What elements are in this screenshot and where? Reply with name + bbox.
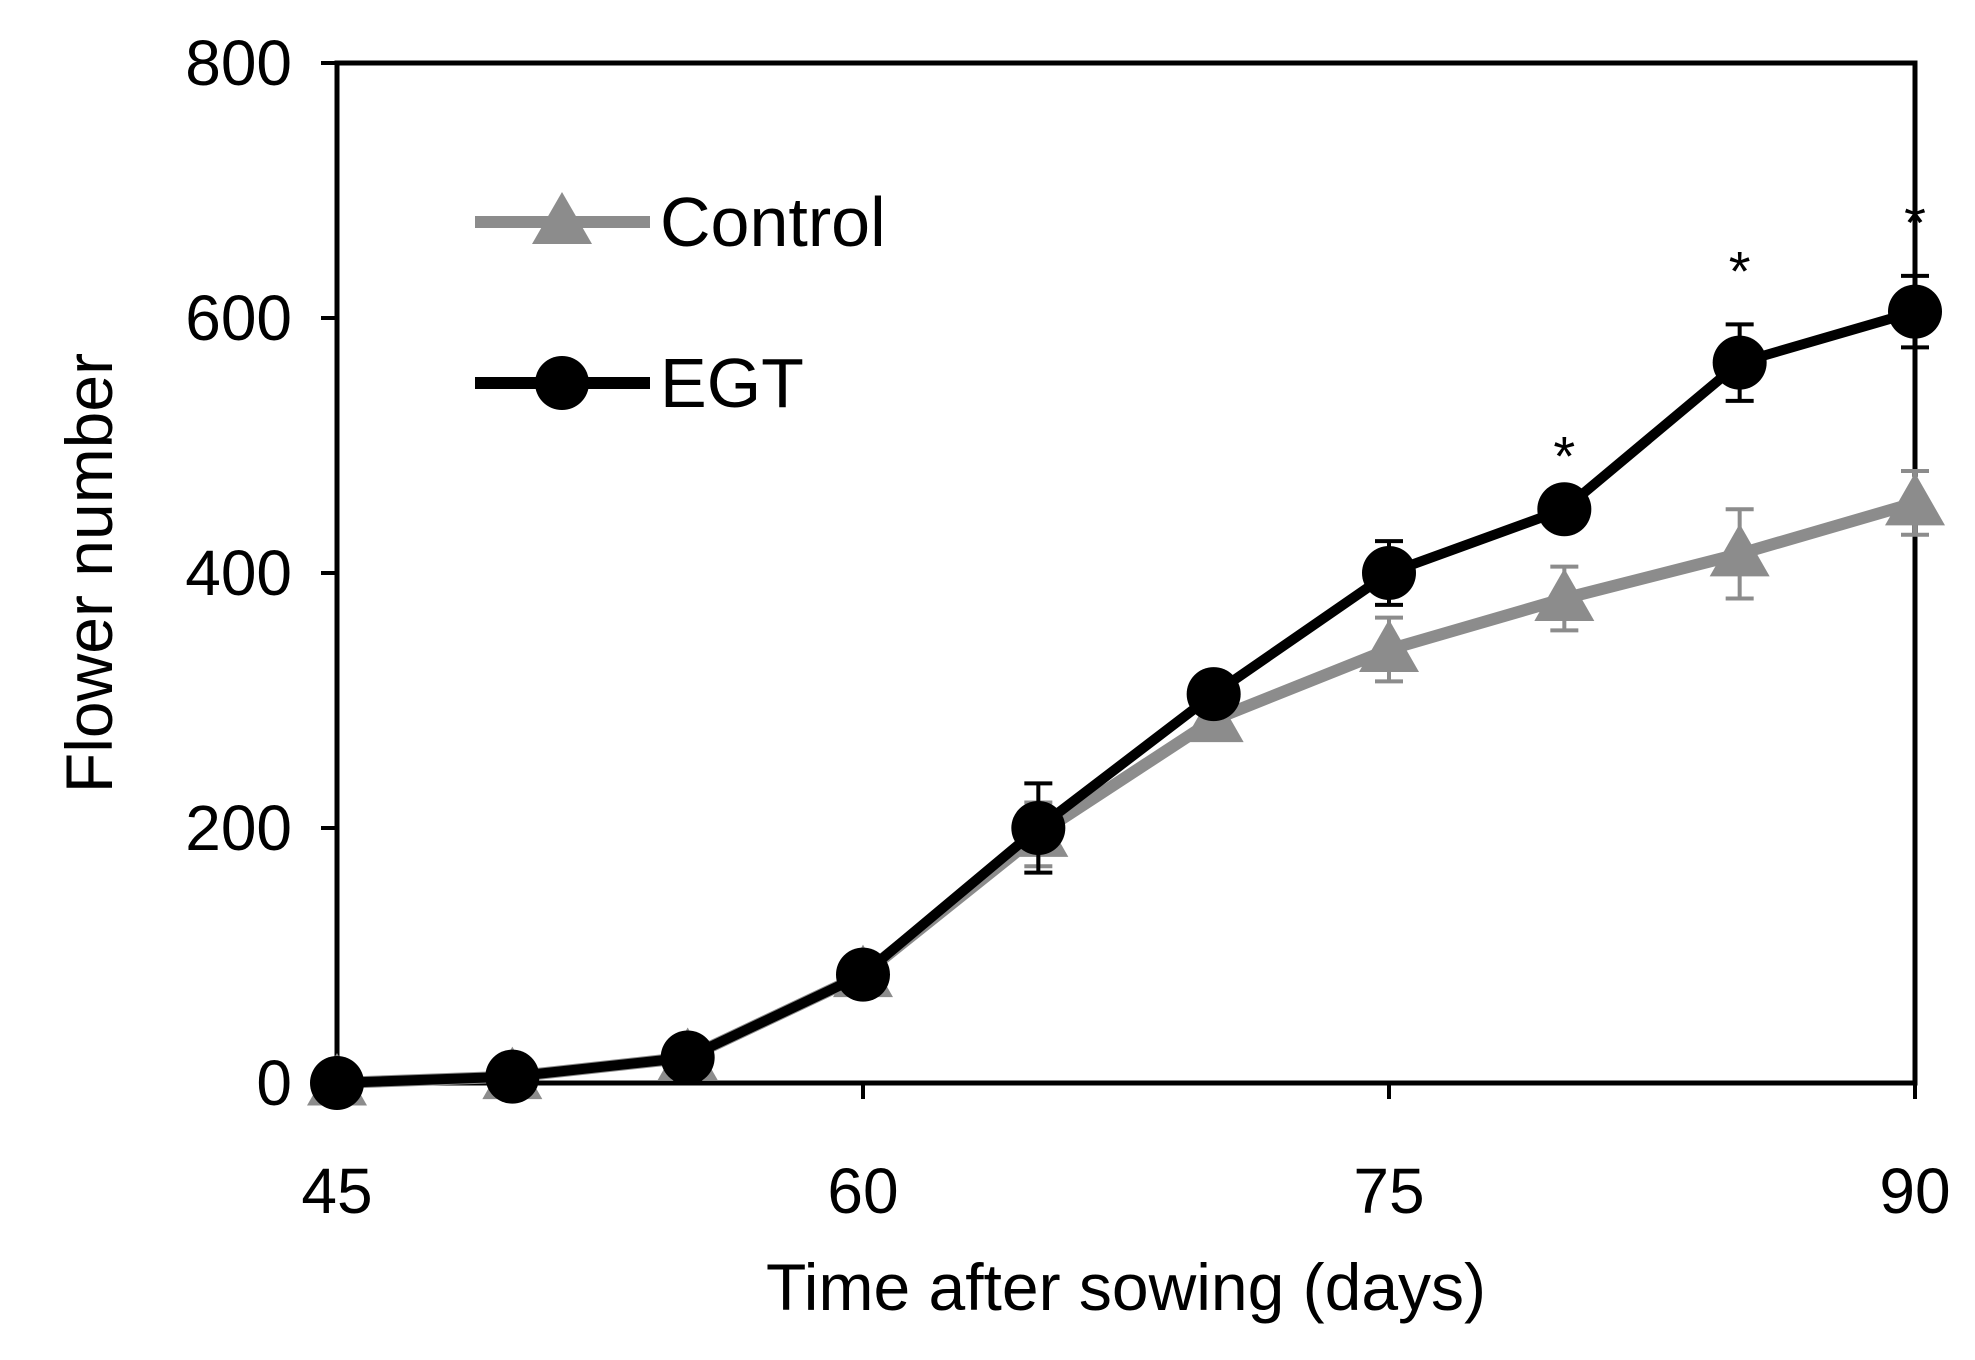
series-egt [310,273,1942,1110]
x-axis-ticks: 45 60 75 90 [301,1083,1951,1227]
x-tick-label-45: 45 [301,1155,372,1227]
point-egt-65 [1011,801,1066,855]
legend-control-marker [532,192,592,244]
y-tick-label-800: 800 [185,27,292,99]
x-tick-label-75: 75 [1353,1155,1424,1227]
legend-egt-label: EGT [660,344,804,422]
y-axis-title: Flower number [52,353,126,793]
legend-item-control: Control [475,183,886,261]
point-egt-75 [1362,546,1416,600]
y-tick-label-400: 400 [185,537,292,609]
point-egt-50 [485,1049,540,1104]
point-egt-45 [310,1056,364,1110]
significance-star-90: * [1904,191,1926,254]
point-control-80 [1534,568,1595,621]
point-control-75 [1359,619,1419,672]
legend-control-label: Control [660,183,886,261]
legend: Control EGT [475,183,886,422]
point-control-85 [1709,523,1770,577]
significance-markers: * * * [1553,191,1925,487]
point-control-90 [1885,472,1945,526]
x-tick-label-60: 60 [827,1155,898,1227]
y-tick-label-200: 200 [185,792,292,864]
y-tick-label-600: 600 [185,282,292,354]
x-axis-title: Time after sowing (days) [766,1250,1486,1324]
point-egt-55 [660,1030,715,1085]
y-tick-label-0: 0 [256,1047,292,1119]
point-egt-90 [1888,284,1942,339]
significance-star-80: * [1553,424,1575,487]
point-egt-70 [1186,667,1241,722]
series-control [307,469,1945,1106]
y-axis-ticks: 0 200 400 600 800 [185,27,337,1119]
series-layer [307,273,1945,1110]
legend-item-egt: EGT [475,344,804,422]
series-line-egt [336,306,1917,1088]
point-egt-60 [836,947,890,1002]
point-egt-85 [1712,335,1767,390]
legend-egt-marker [535,356,589,410]
point-egt-80 [1537,482,1592,537]
x-tick-label-90: 90 [1879,1155,1950,1227]
significance-star-85: * [1729,239,1751,302]
series-line-control [336,497,1917,1089]
